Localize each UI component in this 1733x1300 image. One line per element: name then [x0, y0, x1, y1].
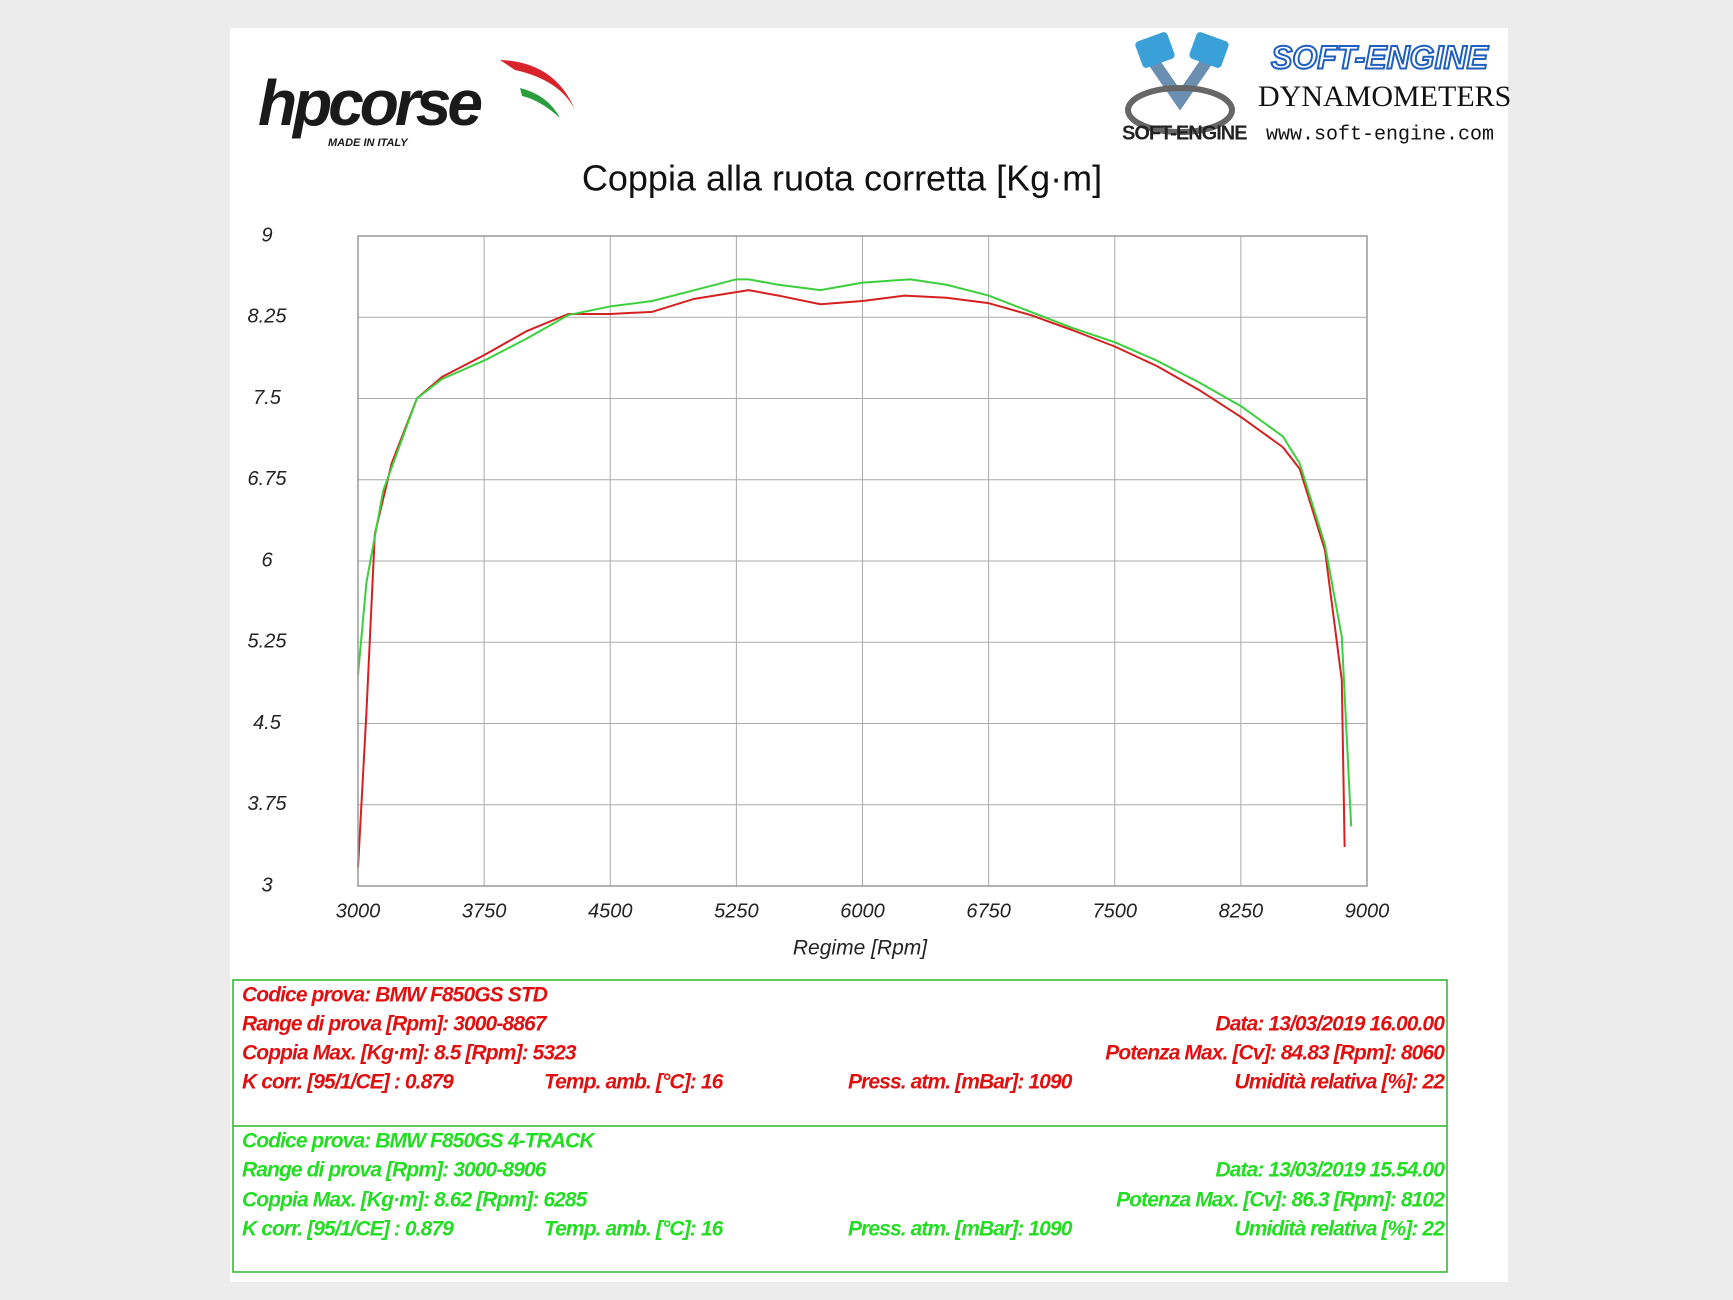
plot-frame	[357, 235, 1368, 887]
info-power: Potenza Max. [Cv]: 86.3 [Rpm]: 8102	[1116, 1189, 1445, 1212]
y-tick-label: 7.5	[253, 387, 282, 409]
x-tick-label: 6000	[840, 900, 885, 922]
swoosh-green	[520, 88, 560, 118]
brand: SOFT-ENGINE	[1271, 39, 1490, 75]
brand-sub: DYNAMOMETERS	[1258, 80, 1511, 113]
hpcorse-logo: hpcorse MADE IN ITALY	[258, 60, 575, 149]
info-temp: Temp. amb. [°C]: 16	[544, 1071, 724, 1094]
plot	[357, 278, 1353, 868]
info-code: Codice prova: BMW F850GS 4-TRACK	[242, 1130, 596, 1153]
x-tick-label: 5250	[714, 900, 759, 922]
brand-tag: MADE IN ITALY	[328, 137, 409, 149]
y-tick-label: 6	[261, 549, 273, 571]
y-tick-label: 4.5	[253, 712, 282, 734]
info-date: Data: 13/03/2019 16.00.00	[1215, 1013, 1445, 1036]
x-axis-label: Regime [Rpm]	[793, 937, 928, 960]
info-humidity: Umidità relativa [%]: 22	[1235, 1218, 1446, 1241]
x-tick-label: 9000	[1345, 900, 1390, 922]
y-tick-label: 6.75	[248, 468, 288, 490]
info-kcorr: K corr. [95/1/CE] : 0.879	[242, 1071, 454, 1094]
x-tick-label: 6750	[966, 900, 1011, 922]
crank	[1125, 85, 1235, 135]
panel	[230, 28, 1508, 1282]
x-tick-label: 3750	[462, 900, 507, 922]
x-tick-label: 7500	[1093, 900, 1138, 922]
y-tick-label: 3.75	[248, 793, 288, 815]
y-tick-label: 9	[261, 224, 272, 246]
swoosh-red	[500, 60, 575, 110]
y-tick-label: 5.25	[248, 631, 288, 653]
piston	[1189, 32, 1229, 68]
x-tick-label: 3000	[336, 900, 381, 922]
info-press: Press. atm. [mBar]: 1090	[848, 1071, 1073, 1094]
soft-engine-logo: SOFT-ENGINE DYNAMOMETERS SOFT-ENGINE www…	[1122, 32, 1511, 146]
y-tick-label: 8.25	[248, 306, 288, 328]
chart-title: Coppia alla ruota corretta [Kg·m]	[582, 158, 1102, 199]
series-line	[357, 289, 1346, 868]
info-date: Data: 13/03/2019 15.54.00	[1215, 1159, 1445, 1182]
x-tick-label: 4500	[588, 900, 633, 922]
info-boxes: Codice prova: BMW F850GS STD Range di pro…	[232, 979, 1448, 1273]
piston	[1135, 32, 1175, 68]
info-temp: Temp. amb. [°C]: 16	[544, 1218, 724, 1241]
info-code: Codice prova: BMW F850GS STD	[242, 984, 548, 1007]
brand-mark: SOFT-ENGINE	[1122, 122, 1247, 144]
info-press: Press. atm. [mBar]: 1090	[848, 1218, 1073, 1241]
info-range: Range di prova [Rpm]: 3000-8906	[242, 1159, 547, 1182]
brand-url: www.soft-engine.com	[1266, 123, 1494, 146]
info-torque: Coppia Max. [Kg·m]: 8.5 [Rpm]: 5323	[242, 1042, 577, 1065]
y-tick-label: 3	[261, 874, 272, 896]
info-kcorr: K corr. [95/1/CE] : 0.879	[242, 1218, 454, 1241]
brand: hpcorse	[258, 67, 481, 139]
info-power: Potenza Max. [Cv]: 84.83 [Rpm]: 8060	[1105, 1042, 1445, 1065]
series-line	[357, 278, 1353, 827]
info-humidity: Umidità relativa [%]: 22	[1235, 1071, 1446, 1094]
info-torque: Coppia Max. [Kg·m]: 8.62 [Rpm]: 6285	[242, 1189, 588, 1212]
x-tick-label: 8250	[1219, 900, 1264, 922]
info-range: Range di prova [Rpm]: 3000-8867	[242, 1013, 548, 1036]
